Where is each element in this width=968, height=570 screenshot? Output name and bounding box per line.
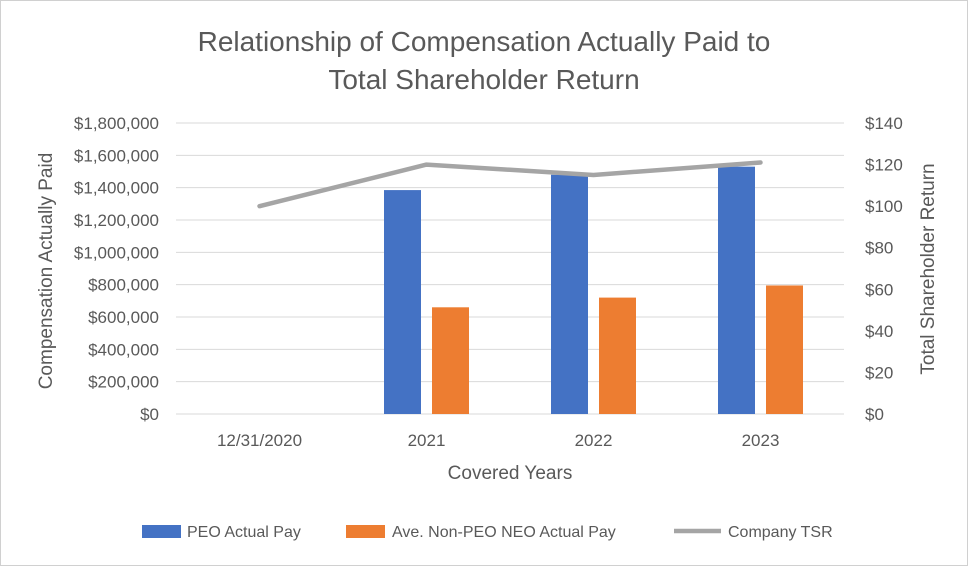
legend-label-non-peo: Ave. Non-PEO NEO Actual Pay	[392, 524, 616, 541]
x-axis-ticks: 12/31/2020 2021 2022 2023	[217, 431, 779, 450]
chart-title-line-2: Total Shareholder Return	[328, 64, 639, 95]
bars	[384, 166, 803, 414]
y2-tick-label: $140	[865, 114, 903, 133]
y2-tick-label: $20	[865, 363, 893, 382]
tsr-line-group	[257, 160, 763, 209]
y-tick-label: $400,000	[88, 340, 159, 359]
x-tick-label: 2022	[575, 431, 613, 450]
y2-axis-title: Total Shareholder Return	[918, 163, 939, 374]
x-axis-title: Covered Years	[448, 463, 573, 484]
y-tick-label: $1,800,000	[74, 114, 159, 133]
y-tick-label: $1,200,000	[74, 211, 159, 230]
bar-ave-non-peo-neo-actual-pay-2023	[766, 285, 803, 414]
bar-ave-non-peo-neo-actual-pay-2022	[599, 297, 636, 414]
y-tick-label: $200,000	[88, 373, 159, 392]
y2-tick-label: $60	[865, 280, 893, 299]
right-axis-ticks: $0 $20 $40 $60 $80 $100 $120 $140	[865, 114, 903, 424]
x-tick-label: 2023	[742, 431, 780, 450]
y2-tick-label: $100	[865, 197, 903, 216]
legend-swatch-peo	[142, 525, 181, 538]
y2-tick-label: $80	[865, 239, 893, 258]
legend-label-peo: PEO Actual Pay	[187, 524, 301, 541]
chart-title-line-1: Relationship of Compensation Actually Pa…	[198, 26, 771, 57]
y-tick-label: $1,400,000	[74, 179, 159, 198]
x-tick-label: 2021	[408, 431, 446, 450]
legend: PEO Actual Pay Ave. Non-PEO NEO Actual P…	[142, 524, 833, 541]
y-tick-label: $1,000,000	[74, 243, 159, 262]
left-axis-ticks: $0 $200,000 $400,000 $600,000 $800,000 $1,000…	[74, 114, 159, 424]
y2-tick-label: $120	[865, 156, 903, 175]
y-axis-title: Compensation Actually Paid	[36, 153, 57, 390]
y-tick-label: $800,000	[88, 276, 159, 295]
bar-peo-actual-pay-2023	[718, 166, 755, 414]
gridlines	[176, 122, 844, 415]
y-tick-label: $600,000	[88, 308, 159, 327]
y-tick-label: $0	[140, 405, 159, 424]
bar-peo-actual-pay-2021	[384, 190, 421, 414]
line-company-tsr	[257, 160, 763, 209]
bar-peo-actual-pay-2022	[551, 174, 588, 414]
y-tick-label: $1,600,000	[74, 146, 159, 165]
legend-label-tsr: Company TSR	[728, 524, 833, 541]
x-tick-label: 12/31/2020	[217, 431, 302, 450]
y2-tick-label: $40	[865, 322, 893, 341]
legend-swatch-non-peo	[346, 525, 385, 538]
bar-ave-non-peo-neo-actual-pay-2021	[432, 307, 469, 414]
y2-tick-label: $0	[865, 405, 884, 424]
